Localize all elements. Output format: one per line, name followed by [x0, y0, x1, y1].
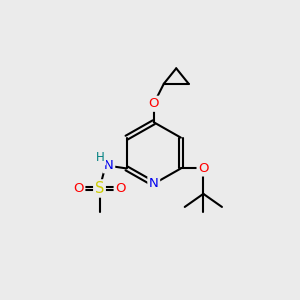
Text: O: O	[73, 182, 84, 195]
Text: H: H	[96, 151, 105, 164]
Text: O: O	[198, 162, 208, 175]
Text: S: S	[95, 181, 104, 196]
Text: O: O	[148, 97, 159, 110]
Text: N: N	[149, 177, 159, 190]
Text: N: N	[104, 159, 114, 172]
Text: O: O	[115, 182, 126, 195]
